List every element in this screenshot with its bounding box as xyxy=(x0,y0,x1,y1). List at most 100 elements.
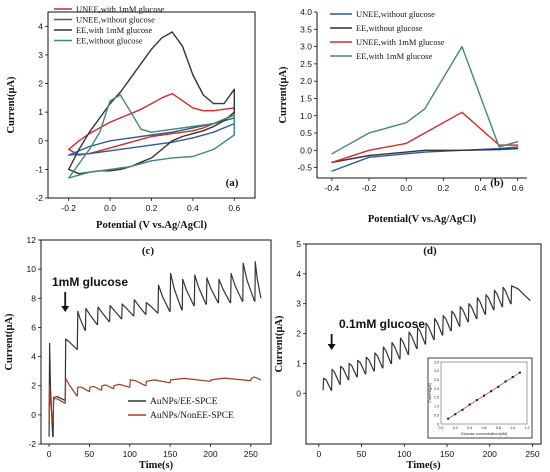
data-point xyxy=(130,141,132,143)
data-point xyxy=(130,165,132,168)
data-point xyxy=(109,147,111,149)
step-peak-point xyxy=(451,310,453,312)
data-point xyxy=(119,94,122,96)
data-point xyxy=(192,137,194,139)
legend-label: UNEE,with 1mM glucose xyxy=(76,4,165,14)
data-point xyxy=(192,130,194,132)
inset-data-point xyxy=(511,376,514,379)
y-tick-label: 5 xyxy=(296,239,301,249)
data-point xyxy=(68,148,70,150)
step-peak-point xyxy=(121,303,123,305)
step-peak-point xyxy=(170,273,172,275)
inset-data-point xyxy=(475,399,478,402)
data-point xyxy=(130,111,132,113)
step-peak-point xyxy=(400,337,402,339)
x-tick-label: 100 xyxy=(397,449,411,459)
y-tick-label: 0 xyxy=(296,388,301,398)
data-point xyxy=(78,140,80,142)
y-tick-label: 2 xyxy=(38,79,43,89)
y-axis-label: Current(μA) xyxy=(6,76,17,134)
step-peak-point xyxy=(382,346,384,348)
data-point xyxy=(192,155,194,158)
data-point xyxy=(150,48,153,50)
data-point xyxy=(368,154,370,157)
step-peak-point xyxy=(170,379,172,381)
step-peak-point xyxy=(145,380,147,382)
data-point xyxy=(517,148,519,150)
data-point xyxy=(109,170,111,172)
inset-y-axis-label: Current(μA) xyxy=(428,382,432,403)
series-line xyxy=(322,285,531,391)
data-point xyxy=(99,150,101,152)
step-peak-point xyxy=(77,386,79,388)
inset-x-axis-label: Glucose concentration(mM) xyxy=(461,432,508,436)
data-point xyxy=(192,107,194,109)
inset-y-tick-label: 0 xyxy=(437,422,439,426)
annotation-label: 0.1mM glucose xyxy=(339,317,425,331)
panel-c: 0 50 100 150 200 250 -2 0 2 4 6 8 10 12 Time(s) Current… xyxy=(4,235,272,471)
inset-x-tick-label: 0.8 xyxy=(496,426,501,430)
data-point xyxy=(78,173,80,175)
x-tick-label: 200 xyxy=(203,449,217,459)
data-point xyxy=(130,137,132,139)
inset-y-tick-label: 0.5 xyxy=(434,413,439,417)
data-point xyxy=(424,151,426,153)
x-axis-label: Time(s) xyxy=(139,460,174,471)
inset-y-tick-label: 2.0 xyxy=(434,387,439,391)
step-peak-point xyxy=(417,327,419,329)
data-point xyxy=(119,168,122,170)
data-point xyxy=(331,161,333,164)
data-point xyxy=(150,134,153,136)
annotation-arrow-head xyxy=(61,306,70,312)
data-point xyxy=(150,131,153,133)
data-point xyxy=(213,125,215,128)
y-tick-label: -2 xyxy=(35,193,43,203)
data-point xyxy=(140,163,142,165)
y-tick-label: -0.5 xyxy=(297,163,312,173)
data-point xyxy=(150,135,153,138)
x-tick-label: 150 xyxy=(163,449,177,459)
inset-data-point xyxy=(447,417,450,420)
data-point xyxy=(171,133,173,135)
data-point xyxy=(202,110,204,112)
x-tick-label: 0.0 xyxy=(104,203,116,213)
data-point xyxy=(192,125,194,128)
x-tick-label: 0.4 xyxy=(475,183,487,193)
data-point xyxy=(405,153,407,155)
step-peak-point xyxy=(391,342,393,344)
step-peak-point xyxy=(357,359,359,361)
series-line xyxy=(48,376,262,423)
x-axis-label: Potential(V vs.Ag/AgCl) xyxy=(368,214,477,225)
y-tick-label: 6 xyxy=(31,322,36,332)
step-peak-point xyxy=(340,365,342,367)
y-tick-label: 4 xyxy=(31,352,36,362)
y-tick-label: 3.0 xyxy=(300,42,312,52)
series-line xyxy=(331,111,518,164)
data-point xyxy=(202,94,204,96)
data-point xyxy=(517,141,519,143)
panel-b: -0.4 -0.2 0.0 0.2 0.4 0.6 -0.5 0.0 0.5 1.0 1.5 2.0 2… xyxy=(278,7,527,225)
x-tick-label: 0 xyxy=(316,449,321,459)
y-tick-label: 0 xyxy=(38,136,43,146)
data-point xyxy=(233,134,235,136)
data-point xyxy=(192,133,194,135)
legend-label: EE,without glucose xyxy=(76,36,143,46)
data-point xyxy=(68,177,70,179)
panel-a: -0.2 0.0 0.2 0.4 0.6 -2 -1 0 1 2 3 4 Potential (V vs… xyxy=(6,4,256,231)
step-peak-point xyxy=(254,261,256,263)
data-point xyxy=(171,92,173,95)
y-tick-label: 10 xyxy=(27,264,37,274)
inset-data-point xyxy=(483,394,485,397)
legend-label: UNEE,with 1mM glucose xyxy=(356,37,445,47)
y-tick-label: 3 xyxy=(296,299,301,309)
data-point xyxy=(119,117,122,119)
y-tick-label: 2 xyxy=(31,381,36,391)
x-tick-label: 0.4 xyxy=(187,203,199,213)
data-point xyxy=(223,120,225,122)
inset-data-point xyxy=(454,413,457,416)
inset-x-tick-label: 0.2 xyxy=(453,426,458,430)
step-peak-point xyxy=(206,277,208,279)
data-point xyxy=(150,160,153,162)
data-point xyxy=(213,102,215,105)
y-tick-label: 1.0 xyxy=(300,111,312,121)
